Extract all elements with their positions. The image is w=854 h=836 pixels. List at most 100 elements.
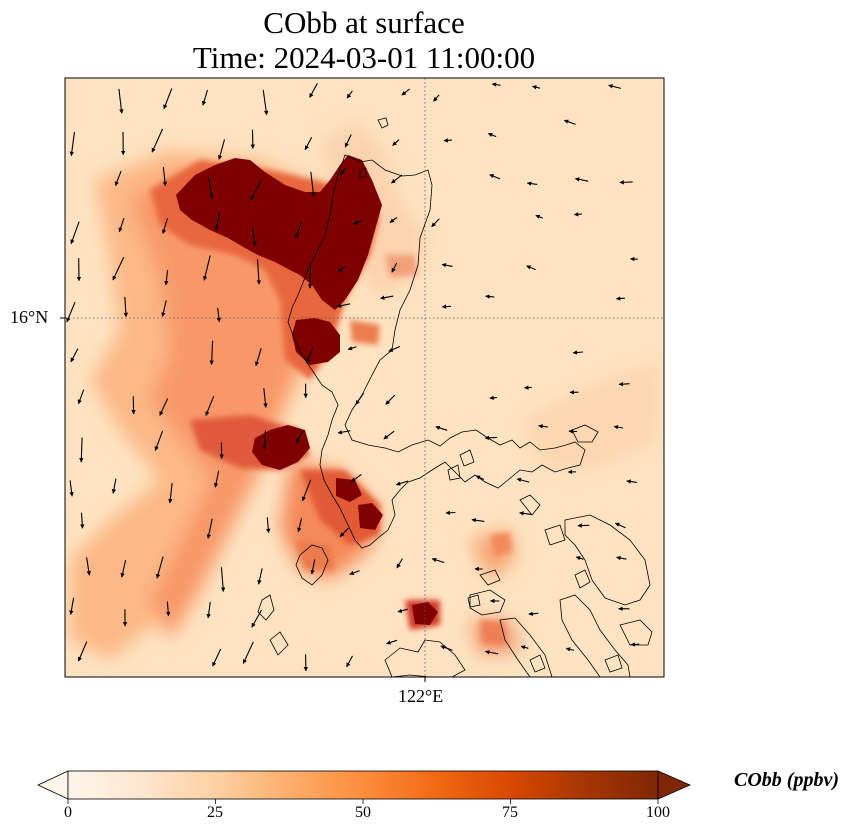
wind-arrow	[532, 85, 541, 90]
wind-arrow	[626, 479, 637, 484]
samar	[564, 514, 651, 606]
wind-arrow	[151, 128, 164, 153]
wind-arrow	[263, 388, 268, 408]
wind-arrow	[441, 262, 453, 268]
wind-arrow	[440, 645, 453, 651]
wind-arrow	[484, 435, 497, 441]
wind-arrow	[205, 395, 215, 417]
wind-arrow	[111, 478, 117, 494]
wind-arrow	[528, 611, 539, 616]
wind-arrow	[77, 389, 85, 405]
wind-arrow	[207, 175, 214, 199]
masbate	[469, 589, 506, 616]
wind-arrow	[573, 212, 583, 217]
wind-arrow	[163, 88, 173, 110]
wind-arrow	[355, 392, 365, 405]
wind-arrow	[344, 134, 352, 148]
wind-arrow	[217, 139, 226, 160]
wind-arrow	[69, 597, 75, 615]
wind-arrow	[262, 89, 269, 116]
wind-arrow	[349, 570, 360, 576]
wind-arrow	[310, 559, 316, 575]
wind-arrow	[484, 650, 499, 655]
wind-arrow	[216, 307, 222, 323]
wind-arrow	[619, 180, 633, 185]
wind-arrow	[242, 641, 254, 664]
wind-arrow	[118, 88, 124, 114]
island-3	[257, 594, 275, 621]
wind-arrow	[475, 475, 485, 480]
island-4	[269, 631, 289, 656]
wind-arrow	[257, 568, 263, 585]
wind-arrow	[79, 437, 84, 463]
wind-arrow	[262, 430, 267, 450]
wind-arrow	[69, 480, 74, 497]
wind-arrow	[397, 608, 408, 613]
wind-arrow	[489, 174, 501, 180]
colorbar-label: CObb (ppbv)	[734, 769, 839, 791]
wind-arrow	[202, 255, 211, 281]
wind-arrow	[516, 477, 530, 483]
island-11	[459, 449, 475, 467]
wind-arrow	[385, 394, 396, 405]
wind-arrow	[220, 567, 226, 592]
wind-arrow	[435, 425, 448, 431]
colorbar-extend-high	[657, 770, 691, 800]
wind-arrow	[310, 171, 316, 197]
wind-arrow	[608, 84, 622, 89]
wind-arrow	[526, 265, 536, 271]
wind-arrow	[114, 170, 122, 187]
wind-arrow	[301, 479, 312, 502]
map-title-line2: Time: 2024-03-01 11:00:00	[192, 40, 536, 75]
wind-arrow	[395, 480, 409, 486]
wind-arrow	[250, 180, 262, 201]
wind-arrow	[212, 648, 222, 667]
wind-arrow	[297, 518, 303, 533]
island-6	[544, 524, 566, 546]
wind-arrow	[445, 510, 456, 515]
colorbar-tick-label: 100	[646, 804, 670, 821]
map-frame	[64, 77, 665, 678]
wind-arrow	[66, 301, 76, 323]
wind-arrow	[69, 131, 76, 157]
wind-arrow	[618, 381, 630, 387]
wind-arrow	[77, 641, 88, 662]
wind-arrow	[155, 556, 164, 579]
colorbar-tick-label: 50	[355, 804, 371, 821]
wind-arrow	[112, 256, 125, 281]
leyte	[559, 594, 631, 677]
wind-arrow	[443, 138, 452, 143]
wind-arrow	[491, 82, 501, 87]
colorbar-tick-label: 25	[207, 804, 223, 821]
island-12	[467, 594, 481, 608]
wind-arrow	[380, 295, 394, 300]
mindoro	[295, 544, 329, 586]
wind-arrow	[396, 558, 403, 569]
lat-tick-label: 16°N	[10, 307, 49, 327]
island-13	[529, 654, 546, 673]
catanduanes	[571, 424, 599, 443]
wind-arrow	[159, 398, 169, 416]
colorbar-tick-label: 0	[64, 804, 72, 821]
wind-arrow	[520, 645, 529, 650]
wind-arrow	[70, 221, 80, 245]
wind-arrow	[206, 601, 211, 619]
wind-arrow	[433, 94, 440, 102]
wind-arrow	[353, 220, 363, 225]
cebu	[499, 617, 553, 677]
wind-arrow	[164, 269, 169, 286]
wind-arrow	[386, 639, 398, 645]
wind-arrow	[346, 655, 353, 668]
wind-arrow	[154, 430, 164, 451]
colorbar-bar	[67, 770, 659, 800]
island-5	[519, 494, 541, 516]
wind-arrow	[168, 483, 173, 504]
wind-arrow	[630, 642, 640, 647]
wind-arrow	[123, 296, 129, 318]
wind-arrow	[340, 167, 347, 176]
wind-arrow	[524, 385, 532, 390]
island-7	[479, 569, 501, 586]
island-2	[359, 167, 367, 179]
